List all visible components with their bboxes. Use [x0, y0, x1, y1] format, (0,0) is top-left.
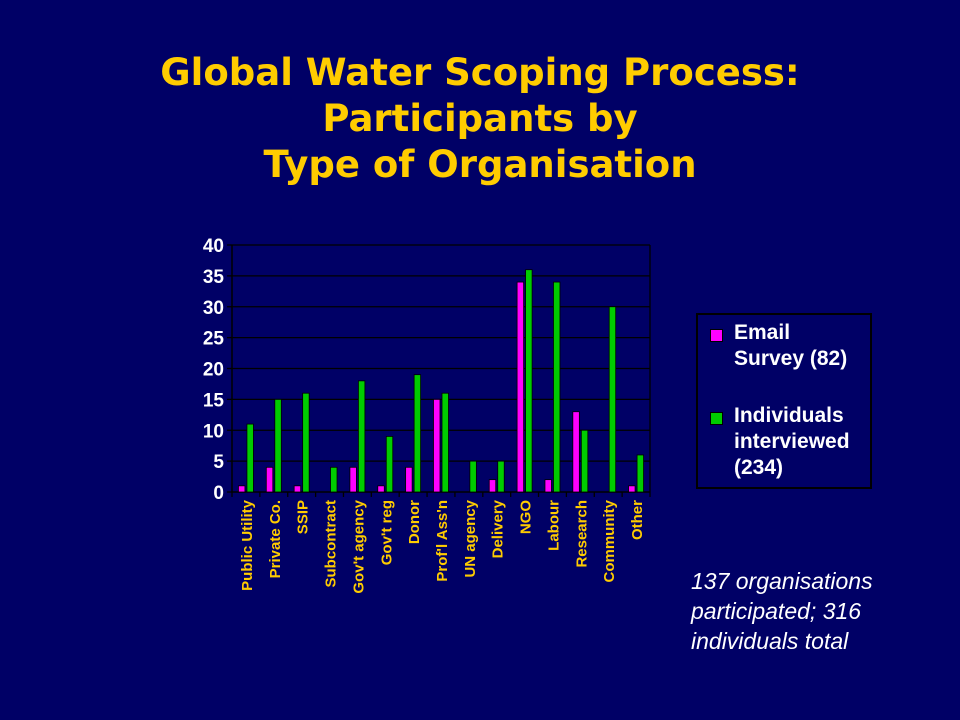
x-category-label: Other — [629, 500, 646, 540]
x-category-label: Private Co. — [267, 500, 284, 578]
x-category-label: Community — [601, 499, 618, 582]
bar-individuals-interviewed — [246, 423, 254, 493]
legend-swatch-individuals-interviewed — [710, 412, 723, 425]
chart-legend: Email Survey (82) Individuals interviewed(… — [696, 313, 872, 489]
title-line-2: Participants by — [322, 97, 638, 140]
slide-title: Global Water Scoping Process: Participan… — [0, 50, 960, 188]
x-category-label: UN agency — [462, 499, 479, 577]
bar-email-survey — [265, 466, 274, 493]
y-tick-label: 15 — [203, 390, 225, 411]
bar-email-survey — [433, 398, 441, 493]
y-tick-label: 30 — [203, 298, 224, 319]
legend-swatch-email-survey — [710, 329, 723, 342]
bar-individuals-interviewed — [357, 380, 366, 493]
bar-individuals-interviewed — [636, 454, 644, 493]
bar-individuals-interviewed — [608, 306, 617, 493]
bar-email-survey — [405, 466, 413, 493]
x-category-label: NGO — [518, 500, 535, 535]
bar-individuals-interviewed — [413, 374, 422, 493]
summary-note: 137 organisations participated; 316 indi… — [691, 568, 873, 654]
x-category-label: SSIP — [295, 500, 312, 534]
x-category-label: Public Utility — [239, 499, 256, 591]
y-tick-label: 10 — [203, 421, 224, 442]
x-category-label: Prof'l Ass'n — [434, 500, 451, 582]
bar-email-survey — [488, 479, 497, 493]
x-category-label: Subcontract — [323, 500, 340, 588]
x-category-label: Donor — [406, 500, 423, 544]
y-tick-label: 35 — [203, 267, 225, 288]
bar-individuals-interviewed — [469, 460, 477, 493]
bar-individuals-interviewed — [441, 392, 449, 493]
bar-email-survey — [628, 485, 636, 493]
x-category-label: Gov't agency — [350, 499, 367, 593]
bar-individuals-interviewed — [580, 429, 589, 493]
bar-individuals-interviewed — [385, 436, 394, 493]
bar-individuals-interviewed — [302, 392, 310, 493]
legend-label-email-survey: Email Survey (82) — [734, 321, 848, 370]
bar-individuals-interviewed — [525, 269, 533, 493]
x-category-label: Delivery — [490, 499, 507, 558]
x-category-label: Gov't reg — [378, 500, 395, 565]
bar-email-survey — [238, 485, 246, 493]
y-tick-label: 0 — [213, 483, 224, 504]
y-tick-label: 40 — [203, 236, 224, 257]
title-line-3: Type of Organisation — [263, 143, 697, 186]
y-tick-label: 25 — [203, 329, 225, 350]
y-tick-label: 20 — [203, 360, 224, 381]
bar-email-survey — [572, 411, 580, 493]
y-tick-label: 5 — [213, 452, 224, 473]
x-category-label: Labour — [545, 500, 562, 551]
bar-individuals-interviewed — [330, 466, 338, 493]
x-category-label: Research — [573, 500, 590, 568]
legend-label-individuals-interviewed: Individuals interviewed (234) — [734, 404, 850, 479]
bar-individuals-interviewed — [274, 398, 282, 493]
bar-email-survey — [544, 479, 552, 493]
bar-individuals-interviewed — [553, 281, 561, 493]
bar-email-survey — [516, 281, 524, 493]
bar-email-survey — [293, 485, 302, 493]
title-line-1: Global Water Scoping Process: — [160, 51, 800, 94]
bar-email-survey — [349, 466, 357, 493]
bar-email-survey — [377, 485, 385, 493]
bar-individuals-interviewed — [497, 460, 505, 493]
